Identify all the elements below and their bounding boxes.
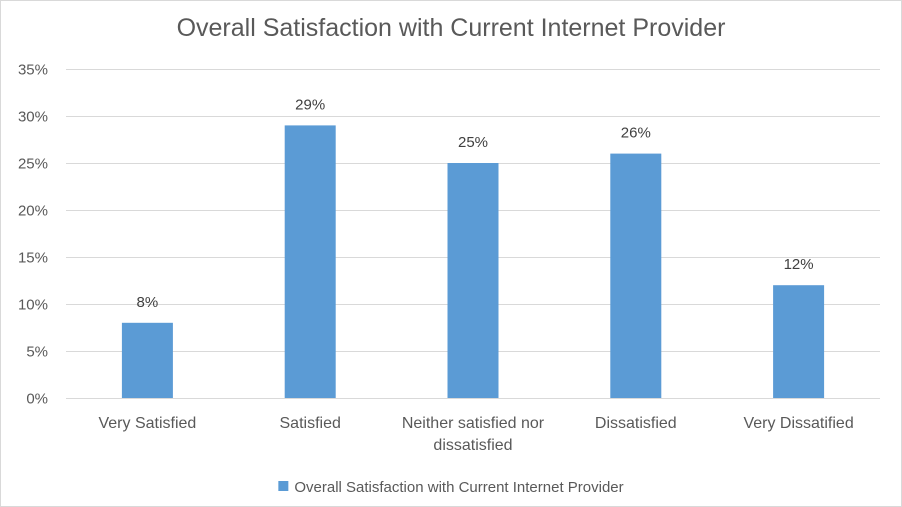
x-axis: Very Satisfied Satisfied Neither satisfied… <box>98 415 853 454</box>
bar <box>447 163 499 398</box>
bar-value-label: 8% <box>137 294 159 311</box>
y-tick-label: 10% <box>18 297 48 314</box>
bar-value-label: 12% <box>784 256 814 273</box>
bar-value-label: 25% <box>458 134 488 151</box>
legend-label: Overall Satisfaction with Current Intern… <box>294 479 623 496</box>
y-tick-label: 25% <box>18 156 48 173</box>
bar <box>121 322 173 398</box>
bar <box>610 153 662 398</box>
legend-swatch <box>278 481 289 491</box>
x-tick-label: Neither satisfied nor dissatisfied <box>402 415 545 454</box>
bars <box>121 125 825 399</box>
y-tick-label: 30% <box>18 109 48 126</box>
y-axis: 0% 5% 10% 15% 20% 25% 30% 35% <box>18 62 48 408</box>
x-tick-label: Dissatisfied <box>595 415 677 432</box>
bar-value-label: 26% <box>621 125 651 142</box>
data-labels: 8% 29% 25% 26% 12% <box>137 96 814 310</box>
x-tick-label: Very Dissatified <box>743 415 853 432</box>
y-tick-label: 0% <box>26 391 48 408</box>
x-tick-label: Satisfied <box>280 415 341 432</box>
y-tick-label: 35% <box>18 62 48 79</box>
y-tick-label: 20% <box>18 203 48 220</box>
bar <box>773 285 825 398</box>
y-tick-label: 15% <box>18 250 48 267</box>
bar-value-label: 29% <box>295 96 325 113</box>
legend: Overall Satisfaction with Current Intern… <box>278 479 624 496</box>
chart-title: Overall Satisfaction with Current Intern… <box>177 14 726 42</box>
y-tick-label: 5% <box>26 344 48 361</box>
bar <box>284 125 336 399</box>
x-tick-label: Very Satisfied <box>98 415 196 432</box>
